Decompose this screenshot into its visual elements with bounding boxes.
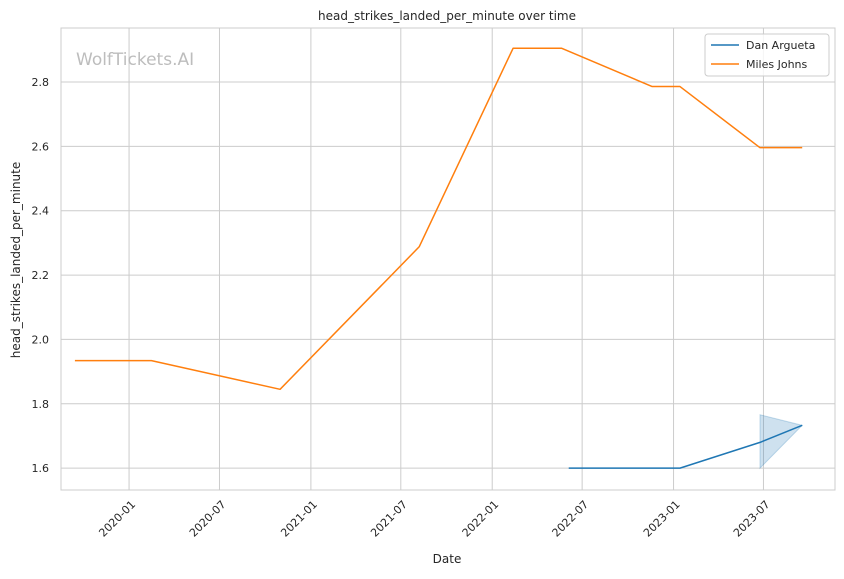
x-tick-label: 2020-07 xyxy=(187,498,229,540)
x-tick-label: 2022-01 xyxy=(460,498,502,540)
series-line-miles-johns xyxy=(74,47,803,391)
series-lines xyxy=(74,47,803,469)
watermark: WolfTickets.AI xyxy=(76,50,194,70)
x-gridlines xyxy=(128,28,764,490)
y-gridlines xyxy=(61,81,835,469)
legend-label: Miles Johns xyxy=(746,58,808,71)
x-axis-label: Date xyxy=(433,552,462,566)
x-tick-label: 2021-07 xyxy=(368,498,410,540)
y-axis-label: head_strikes_landed_per_minute xyxy=(9,162,23,359)
plot-area xyxy=(60,27,836,491)
band-dan-argueta xyxy=(759,414,804,470)
legend: Dan Argueta Miles Johns xyxy=(704,33,830,77)
y-axis-ticks: 1.6 1.8 2.0 2.2 2.4 2.6 2.8 xyxy=(32,76,50,475)
series-line-dan-argueta xyxy=(568,424,803,469)
x-tick-label: 2023-01 xyxy=(641,498,683,540)
y-tick-label: 1.8 xyxy=(32,398,50,411)
chart-title: head_strikes_landed_per_minute over time xyxy=(318,9,576,23)
x-tick-label: 2022-07 xyxy=(550,498,592,540)
x-tick-label: 2023-07 xyxy=(731,498,773,540)
y-tick-label: 2.8 xyxy=(32,76,50,89)
y-tick-label: 2.0 xyxy=(32,333,50,346)
legend-label: Dan Argueta xyxy=(746,39,815,52)
y-tick-label: 2.6 xyxy=(32,140,50,153)
y-tick-label: 1.6 xyxy=(32,462,50,475)
x-tick-label: 2020-01 xyxy=(96,498,138,540)
x-tick-label: 2021-01 xyxy=(278,498,320,540)
y-tick-label: 2.4 xyxy=(32,205,50,218)
y-tick-label: 2.2 xyxy=(32,269,50,282)
confidence-bands xyxy=(759,414,804,470)
x-axis-ticks: 2020-01 2020-07 2021-01 2021-07 2022-01 2022-… xyxy=(96,498,772,540)
